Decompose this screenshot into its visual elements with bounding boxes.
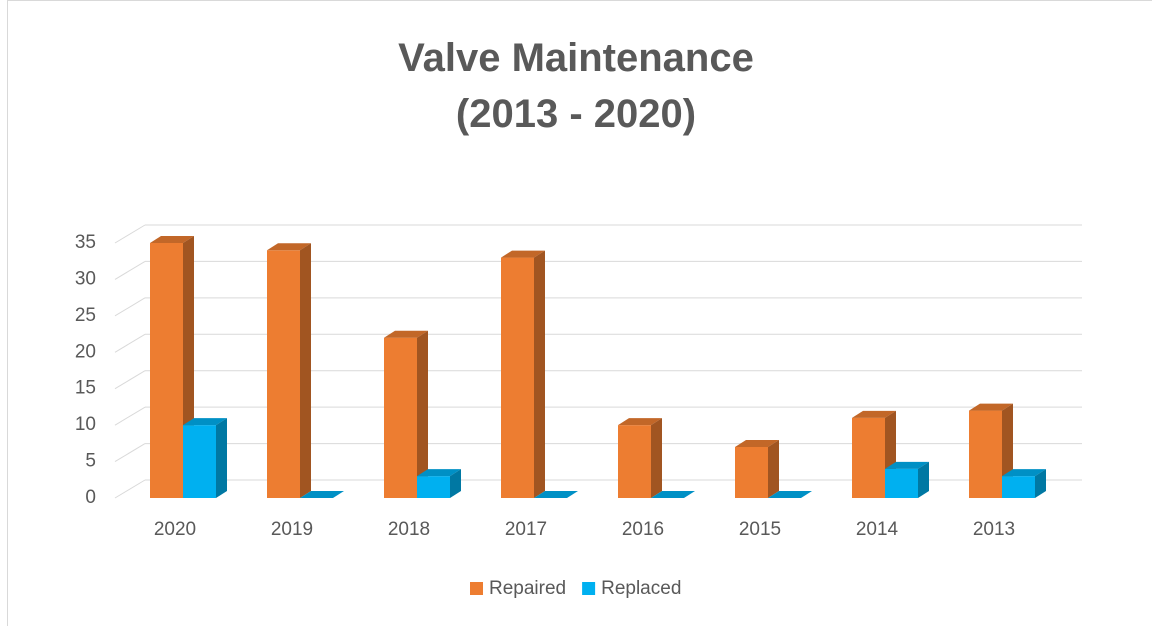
bar bbox=[417, 469, 461, 498]
bar-top bbox=[300, 491, 344, 498]
y-tick-label: 15 bbox=[75, 378, 96, 399]
grid-line-side bbox=[114, 224, 146, 244]
grid-line-side bbox=[114, 443, 146, 463]
bar-top bbox=[885, 461, 929, 469]
x-tick-label: 2015 bbox=[739, 519, 781, 540]
bar-side bbox=[651, 418, 662, 498]
bar-front bbox=[885, 468, 918, 498]
bar bbox=[183, 418, 227, 498]
y-tick-label: 20 bbox=[75, 341, 96, 362]
y-tick-label: 30 bbox=[75, 268, 96, 289]
grid-line-side bbox=[114, 297, 146, 317]
bar-top bbox=[501, 250, 545, 258]
legend-label: Repaired bbox=[489, 578, 566, 599]
y-tick-label: 35 bbox=[75, 232, 96, 253]
bar-side bbox=[918, 461, 929, 498]
grid-line-side bbox=[114, 333, 146, 353]
y-tick-label: 0 bbox=[85, 487, 96, 508]
legend-label: Replaced bbox=[601, 578, 681, 599]
chart-title: Valve Maintenance (2013 - 2020) bbox=[398, 36, 754, 136]
bar-top bbox=[969, 403, 1013, 411]
y-tick-label: 5 bbox=[85, 451, 96, 472]
bar-top bbox=[1002, 469, 1046, 477]
legend-swatch bbox=[470, 582, 483, 595]
bar-front bbox=[183, 425, 216, 498]
bar-front bbox=[384, 337, 417, 498]
bar bbox=[534, 491, 578, 498]
bar-front bbox=[1002, 476, 1035, 498]
bar bbox=[501, 250, 545, 498]
y-tick-label: 10 bbox=[75, 414, 96, 435]
bar-top bbox=[183, 418, 227, 426]
x-tick-label: 2017 bbox=[505, 519, 547, 540]
bar-front bbox=[501, 257, 534, 498]
legend-swatch bbox=[582, 582, 596, 595]
bar bbox=[1002, 469, 1046, 498]
bar bbox=[885, 461, 929, 498]
bar-front bbox=[618, 425, 651, 498]
bar bbox=[267, 243, 311, 498]
bar-side bbox=[450, 469, 461, 498]
bar-side bbox=[534, 250, 545, 498]
bar-side bbox=[300, 243, 311, 498]
x-tick-label: 2016 bbox=[622, 519, 664, 540]
bar-top bbox=[534, 491, 578, 498]
bar bbox=[384, 330, 428, 498]
bar-top bbox=[618, 418, 662, 426]
bar-top bbox=[417, 469, 461, 477]
bar-top bbox=[150, 236, 194, 243]
x-tick-label: 2014 bbox=[856, 519, 899, 540]
bar-front bbox=[852, 417, 885, 498]
bar-side bbox=[417, 330, 428, 498]
bar-front bbox=[735, 447, 768, 498]
bar bbox=[852, 410, 896, 498]
bar bbox=[768, 491, 812, 498]
bar bbox=[651, 491, 695, 498]
bar-top bbox=[651, 491, 695, 498]
bar-side bbox=[1035, 469, 1046, 498]
bar-top bbox=[852, 410, 896, 418]
grid-line-side bbox=[114, 260, 146, 280]
chart-border bbox=[7, 0, 1152, 626]
x-tick-label: 2013 bbox=[973, 519, 1015, 540]
x-tick-label: 2018 bbox=[388, 519, 430, 540]
bar-top bbox=[384, 330, 428, 338]
bar bbox=[618, 418, 662, 498]
bar-front bbox=[969, 410, 1002, 498]
bar-front bbox=[150, 243, 183, 498]
bar-side bbox=[768, 440, 779, 498]
bar-front bbox=[267, 250, 300, 498]
bar bbox=[300, 491, 344, 498]
grid-line-side bbox=[114, 370, 146, 390]
bar-top bbox=[735, 440, 779, 447]
bar-top bbox=[768, 491, 812, 498]
x-tick-label: 2019 bbox=[271, 519, 313, 540]
grid-line-side bbox=[114, 479, 146, 499]
bar-front bbox=[417, 476, 450, 498]
x-tick-label: 2020 bbox=[154, 519, 196, 540]
bar-side bbox=[216, 418, 227, 498]
y-tick-label: 25 bbox=[75, 305, 96, 326]
bar-top bbox=[267, 243, 311, 251]
grid-line-side bbox=[114, 406, 146, 426]
bar bbox=[735, 440, 779, 498]
